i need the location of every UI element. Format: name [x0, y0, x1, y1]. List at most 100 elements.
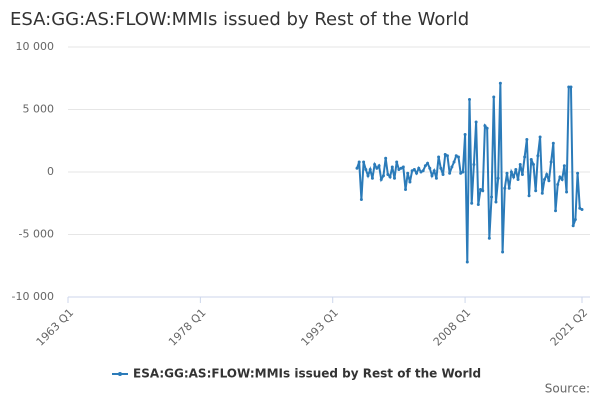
- point: [443, 153, 447, 156]
- point: [419, 170, 423, 174]
- point: [562, 164, 566, 168]
- point: [542, 178, 546, 181]
- point: [404, 188, 408, 191]
- point: [560, 178, 564, 181]
- point: [492, 95, 496, 99]
- point: [569, 85, 573, 89]
- point: [448, 171, 452, 175]
- point: [426, 161, 430, 165]
- point: [437, 155, 441, 159]
- point: [578, 206, 582, 210]
- chart-title: ESA:GG:AS:FLOW:MMIs issued by Rest of th…: [10, 9, 469, 30]
- point: [481, 189, 485, 193]
- point: [529, 158, 533, 161]
- point: [465, 260, 469, 264]
- point: [494, 200, 498, 204]
- point: [392, 176, 396, 180]
- point: [395, 160, 399, 164]
- point: [399, 166, 403, 170]
- point: [554, 209, 558, 213]
- y-tick-label: -10 000: [12, 290, 54, 303]
- point: [386, 173, 390, 176]
- point: [525, 138, 529, 141]
- point: [549, 160, 553, 164]
- point: [520, 173, 524, 176]
- point: [461, 170, 465, 174]
- point: [423, 164, 427, 168]
- point: [534, 189, 538, 193]
- point: [364, 168, 368, 171]
- y-tick-label: 5 000: [23, 103, 55, 116]
- point: [417, 166, 421, 170]
- point: [573, 218, 577, 221]
- point: [567, 85, 571, 89]
- x-tick-label: 2008 Q1: [431, 306, 474, 349]
- point: [357, 160, 361, 164]
- point: [505, 171, 509, 175]
- point: [523, 155, 527, 159]
- point: [538, 135, 542, 139]
- point: [412, 168, 416, 171]
- point: [377, 164, 381, 168]
- point: [388, 175, 392, 179]
- point: [397, 168, 401, 171]
- point: [507, 186, 511, 190]
- point: [441, 173, 445, 176]
- point: [368, 168, 372, 171]
- point: [406, 171, 410, 175]
- point: [401, 165, 405, 169]
- point: [366, 174, 370, 178]
- point: [410, 169, 414, 173]
- point: [459, 171, 463, 175]
- point: [432, 169, 436, 173]
- point: [445, 154, 449, 158]
- point: [514, 168, 518, 171]
- y-tick-label: 0: [47, 165, 54, 178]
- x-tick-label: 1963 Q1: [34, 306, 77, 349]
- point: [474, 120, 478, 124]
- point: [408, 180, 412, 184]
- point: [518, 163, 522, 166]
- point: [428, 166, 432, 170]
- point: [452, 160, 456, 164]
- point: [362, 160, 366, 164]
- x-tick-label: 1978 Q1: [166, 306, 209, 349]
- source: Source:: [545, 382, 590, 396]
- point: [472, 163, 476, 166]
- point: [415, 171, 419, 175]
- point: [501, 250, 505, 254]
- point: [558, 175, 562, 179]
- y-tick-label: -5 000: [19, 228, 54, 241]
- point: [359, 198, 363, 201]
- point: [565, 190, 569, 194]
- point: [503, 186, 507, 190]
- point: [430, 174, 434, 178]
- point: [370, 176, 374, 180]
- point: [450, 165, 454, 169]
- legend-label: ESA:GG:AS:FLOW:MMIs issued by Rest of th…: [133, 367, 481, 381]
- point: [531, 163, 535, 166]
- point: [551, 141, 555, 145]
- point: [379, 178, 383, 181]
- point: [434, 176, 438, 180]
- point: [496, 176, 500, 180]
- point: [490, 195, 494, 199]
- point: [545, 173, 549, 176]
- point: [527, 194, 531, 198]
- point: [576, 171, 580, 175]
- point: [454, 154, 458, 158]
- point: [439, 166, 443, 170]
- point: [498, 81, 502, 85]
- point: [421, 169, 425, 173]
- point: [536, 154, 540, 158]
- point: [556, 183, 560, 186]
- x-tick-label: 1993 Q1: [298, 306, 341, 349]
- point: [467, 98, 471, 101]
- point: [512, 175, 516, 179]
- point: [384, 156, 388, 160]
- point: [479, 188, 483, 191]
- point: [476, 203, 480, 206]
- point: [516, 178, 520, 181]
- point: [375, 166, 379, 170]
